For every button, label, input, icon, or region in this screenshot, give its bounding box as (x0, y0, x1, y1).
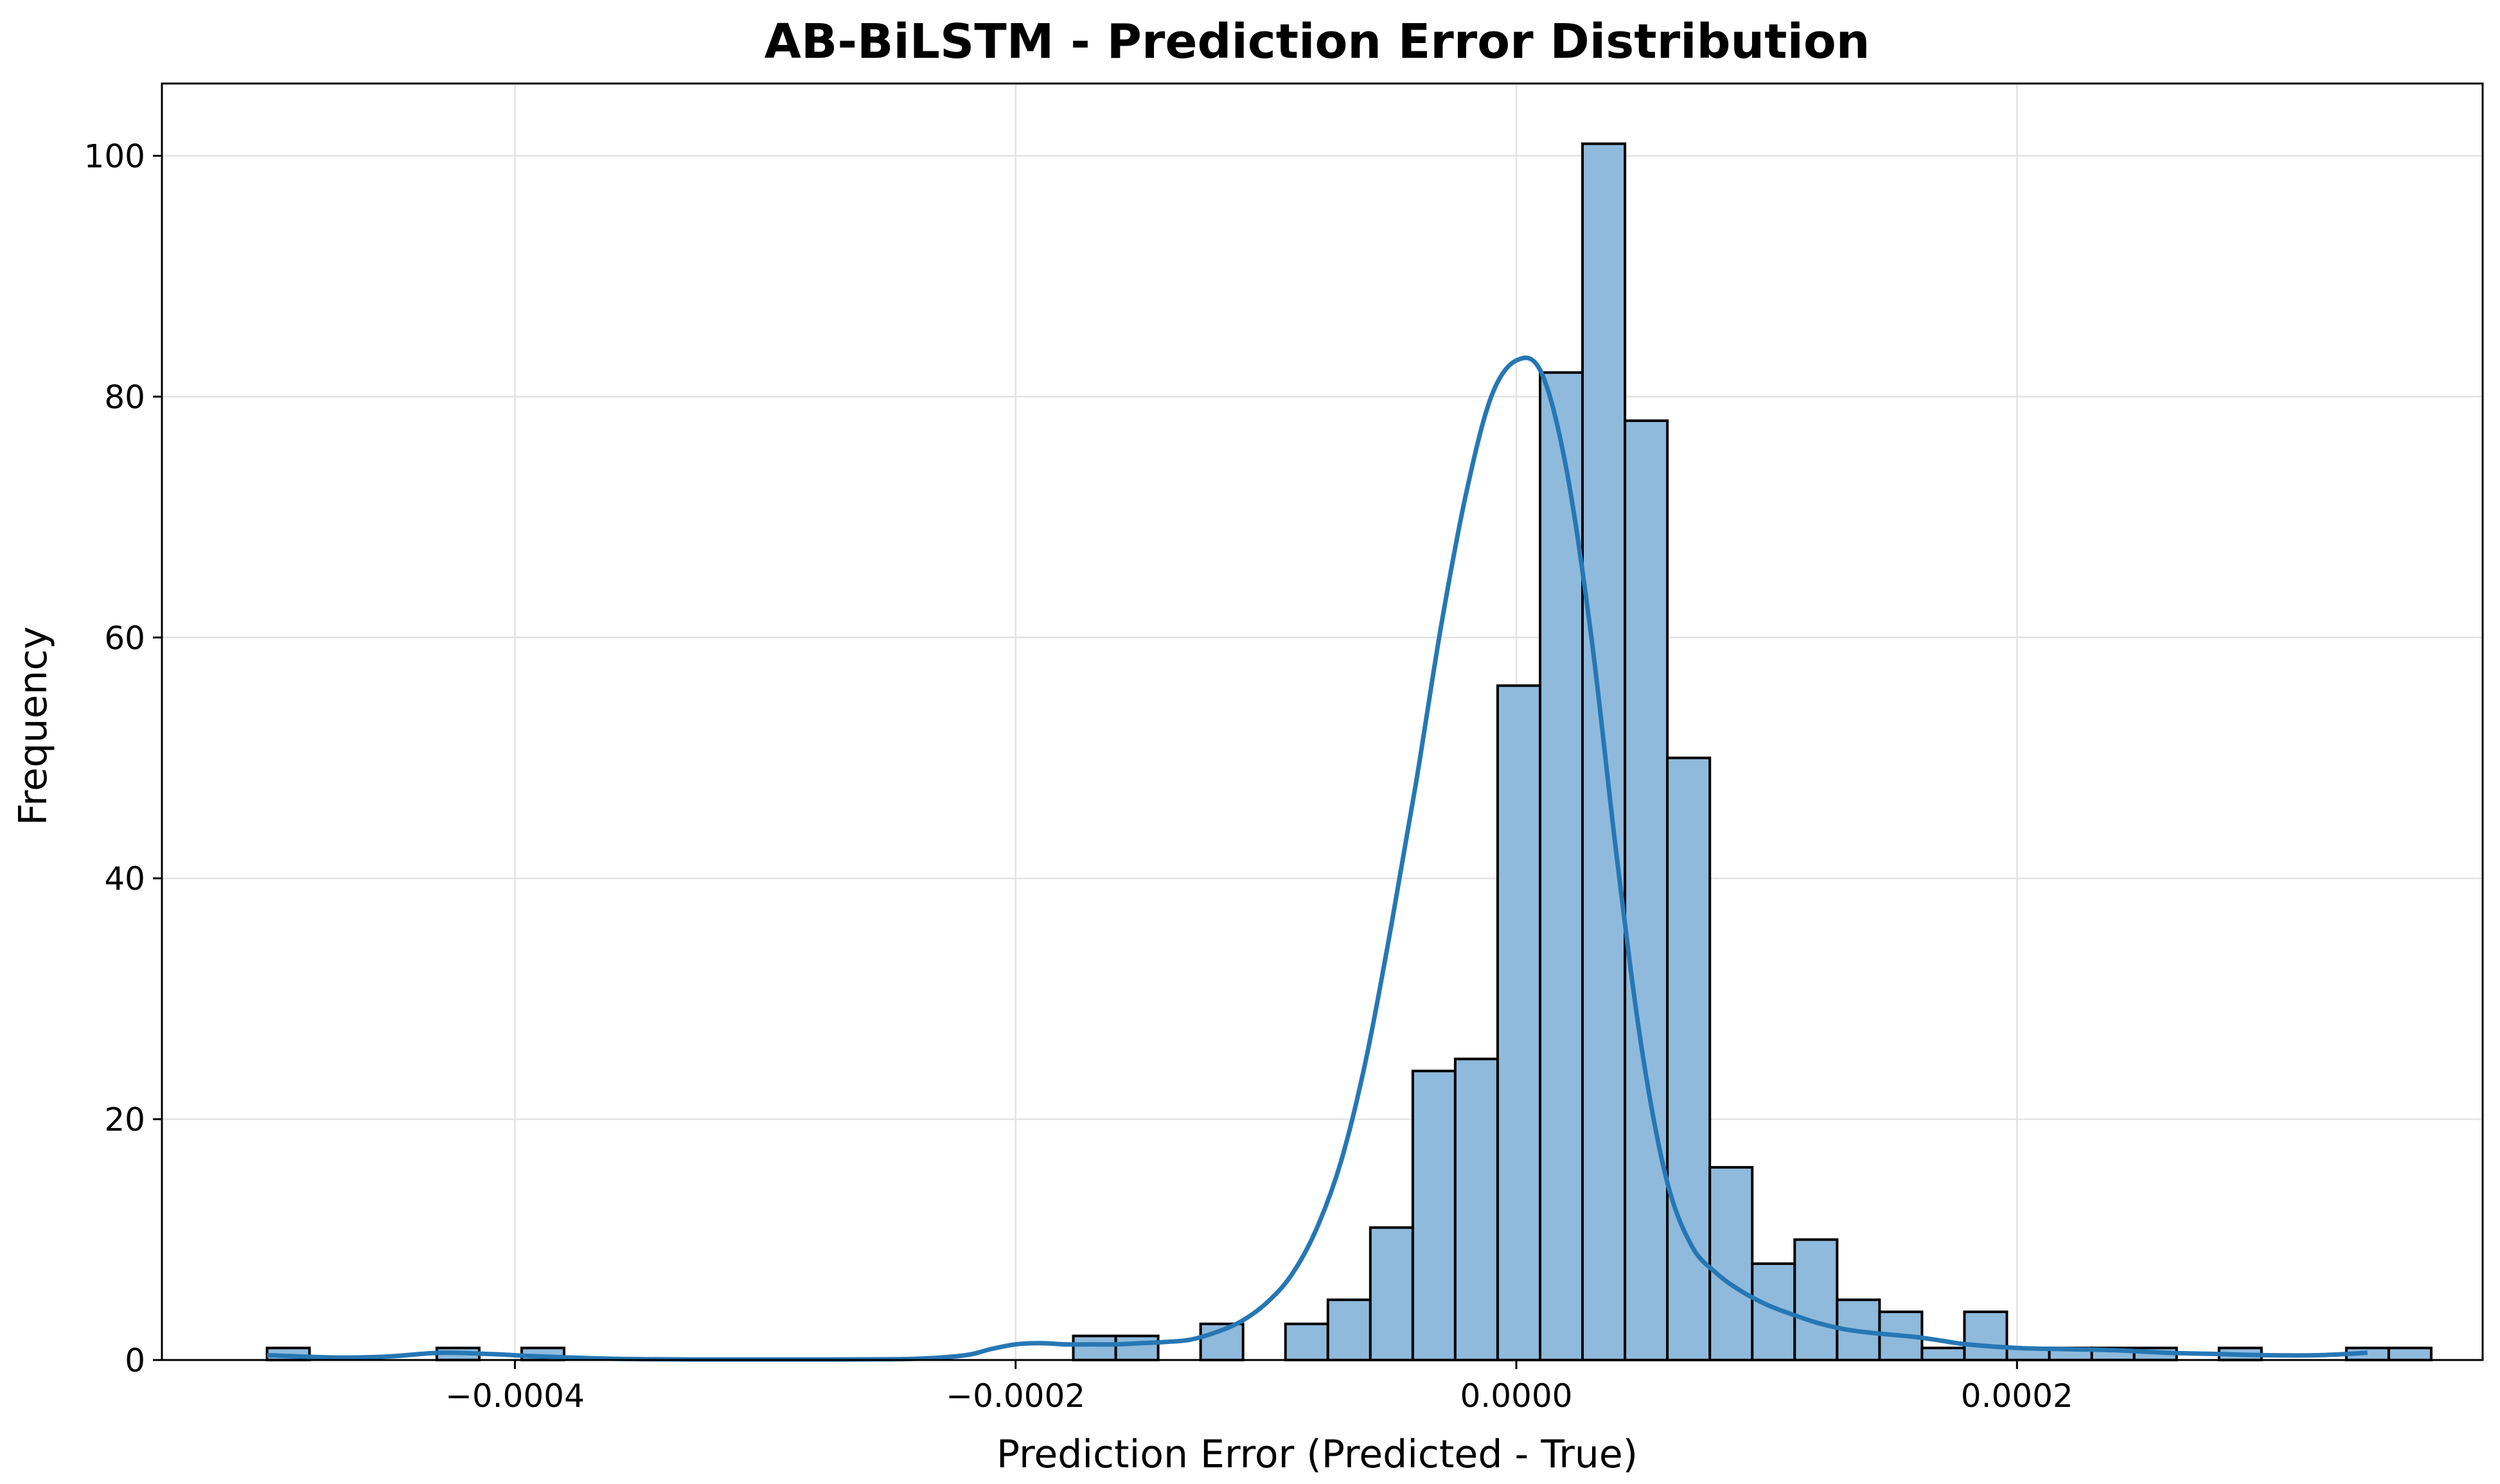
y-tick-label: 100 (84, 137, 145, 175)
y-axis-ticks: 0 20 40 60 80 100 (84, 137, 162, 1379)
kde-curve (267, 355, 2368, 1362)
histogram-bar (1369, 1226, 1414, 1361)
histogram-bar (1708, 1166, 1754, 1361)
histogram-bars (265, 142, 2433, 1362)
kde-curve-layer (267, 355, 2368, 1362)
histogram-bar (1666, 756, 1712, 1361)
y-tick-label: 80 (104, 378, 145, 416)
histogram-bar (1920, 1347, 1966, 1361)
histogram-bar (1963, 1311, 2008, 1362)
x-tick-label: 0.0002 (1961, 1377, 2073, 1415)
x-tick-label: 0.0000 (1460, 1377, 1572, 1415)
y-tick-label: 0 (125, 1342, 145, 1379)
histogram-bar (2387, 1347, 2433, 1361)
histogram-bar (1624, 419, 1669, 1361)
y-tick-label: 40 (104, 860, 145, 897)
x-axis-ticks: −0.0004 −0.0002 0.0000 0.0002 (445, 1360, 2073, 1415)
histogram-bar (1411, 1070, 1457, 1361)
plot-frame (161, 82, 2484, 1361)
histogram-bar (1284, 1322, 1329, 1362)
y-axis-label: Frequency (11, 626, 56, 826)
histogram-bar (1072, 1334, 1117, 1362)
histogram-bar (1496, 684, 1541, 1361)
histogram-bar (1453, 1057, 1499, 1361)
histogram-bar (1793, 1238, 1839, 1361)
histogram-bar (1326, 1298, 1372, 1361)
histogram-bar (1114, 1334, 1160, 1362)
grid-lines (162, 84, 2483, 1361)
chart-title: AB-BiLSTM - Prediction Error Distributio… (765, 14, 1870, 69)
y-tick-label: 20 (104, 1101, 145, 1138)
x-tick-label: −0.0002 (946, 1377, 1085, 1415)
x-axis-label: Prediction Error (Predicted - True) (997, 1432, 1638, 1477)
x-tick-label: −0.0004 (445, 1377, 585, 1415)
y-tick-label: 60 (104, 619, 145, 657)
